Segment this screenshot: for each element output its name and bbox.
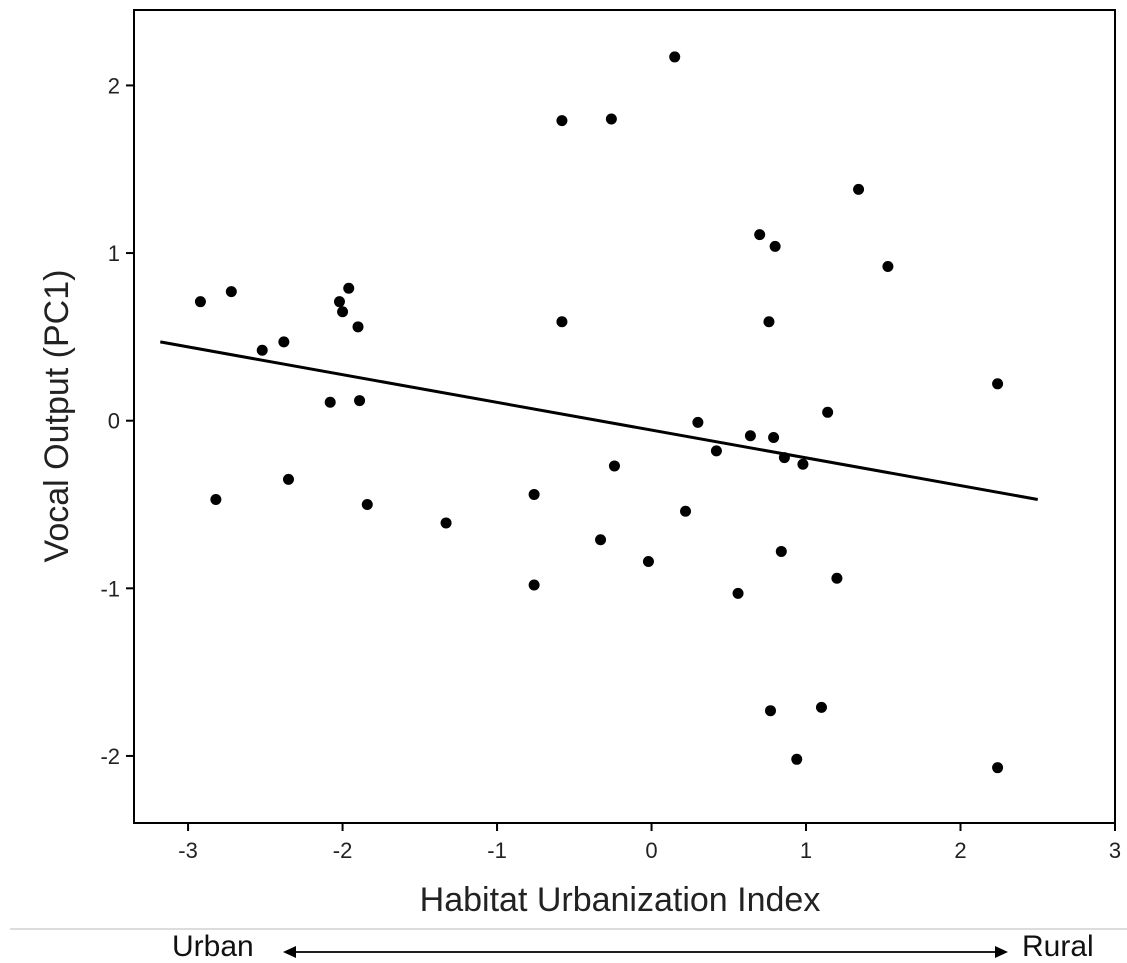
data-point — [337, 306, 349, 318]
data-point — [440, 517, 452, 529]
data-point — [992, 378, 1004, 390]
plot-frame — [133, 9, 1116, 824]
data-point — [528, 488, 540, 500]
data-point — [605, 113, 617, 125]
y-tick-label: -1 — [100, 576, 120, 601]
y-axis-label: Vocal Output (PC1) — [38, 270, 76, 563]
data-point — [732, 587, 744, 599]
data-point — [324, 396, 336, 408]
y-axis-title: Vocal Output (PC1) — [38, 270, 76, 563]
data-point — [754, 229, 766, 241]
data-point — [831, 572, 843, 584]
x-tick-label: 0 — [645, 838, 657, 863]
data-point — [642, 555, 654, 567]
y-tick-label: 0 — [108, 409, 120, 434]
rural-label: Rural — [1022, 930, 1094, 963]
data-point — [791, 753, 803, 765]
y-tick-label: 2 — [108, 73, 120, 98]
data-point — [278, 336, 290, 348]
data-point — [764, 705, 776, 717]
data-point — [333, 296, 345, 308]
data-point — [822, 406, 834, 418]
data-point — [354, 395, 366, 407]
x-axis-label: Habitat Urbanization Index — [420, 881, 821, 919]
data-point — [882, 260, 894, 272]
y-tick-label: -2 — [100, 744, 120, 769]
data-point — [669, 51, 681, 63]
data-point — [282, 473, 294, 485]
data-point — [992, 762, 1004, 774]
data-point — [210, 493, 222, 505]
x-tick-label: -2 — [333, 838, 353, 863]
data-point — [608, 460, 620, 472]
x-tick-label: 1 — [800, 838, 812, 863]
x-tick-label: -3 — [178, 838, 198, 863]
data-point — [595, 534, 607, 546]
data-point — [556, 316, 568, 328]
data-point — [797, 458, 809, 470]
data-point — [710, 445, 722, 457]
x-tick-label: 2 — [954, 838, 966, 863]
urban-label: Urban — [172, 930, 254, 963]
data-point — [225, 286, 237, 298]
data-point — [680, 505, 692, 517]
x-tick-label: -1 — [487, 838, 507, 863]
data-point — [343, 282, 355, 294]
data-point — [744, 430, 756, 442]
data-point — [768, 431, 780, 443]
trend-line — [159, 340, 1039, 501]
plot-area: -3 -2 -1 0 1 2 3 2 1 0 -1 -2 — [100, 9, 1121, 863]
data-point — [361, 499, 373, 511]
y-tick-label: 1 — [108, 241, 120, 266]
data-point — [194, 296, 206, 308]
data-point — [256, 344, 268, 356]
data-point — [778, 452, 790, 464]
data-point — [815, 701, 827, 713]
data-point — [692, 416, 704, 428]
data-point — [769, 240, 781, 252]
data-point — [556, 115, 568, 127]
data-point — [763, 316, 775, 328]
data-point — [528, 579, 540, 591]
data-point — [775, 545, 787, 557]
x-tick-label: 3 — [1109, 838, 1121, 863]
data-point — [853, 183, 865, 195]
urban-rural-arrow — [283, 946, 1008, 958]
data-point — [352, 321, 364, 333]
